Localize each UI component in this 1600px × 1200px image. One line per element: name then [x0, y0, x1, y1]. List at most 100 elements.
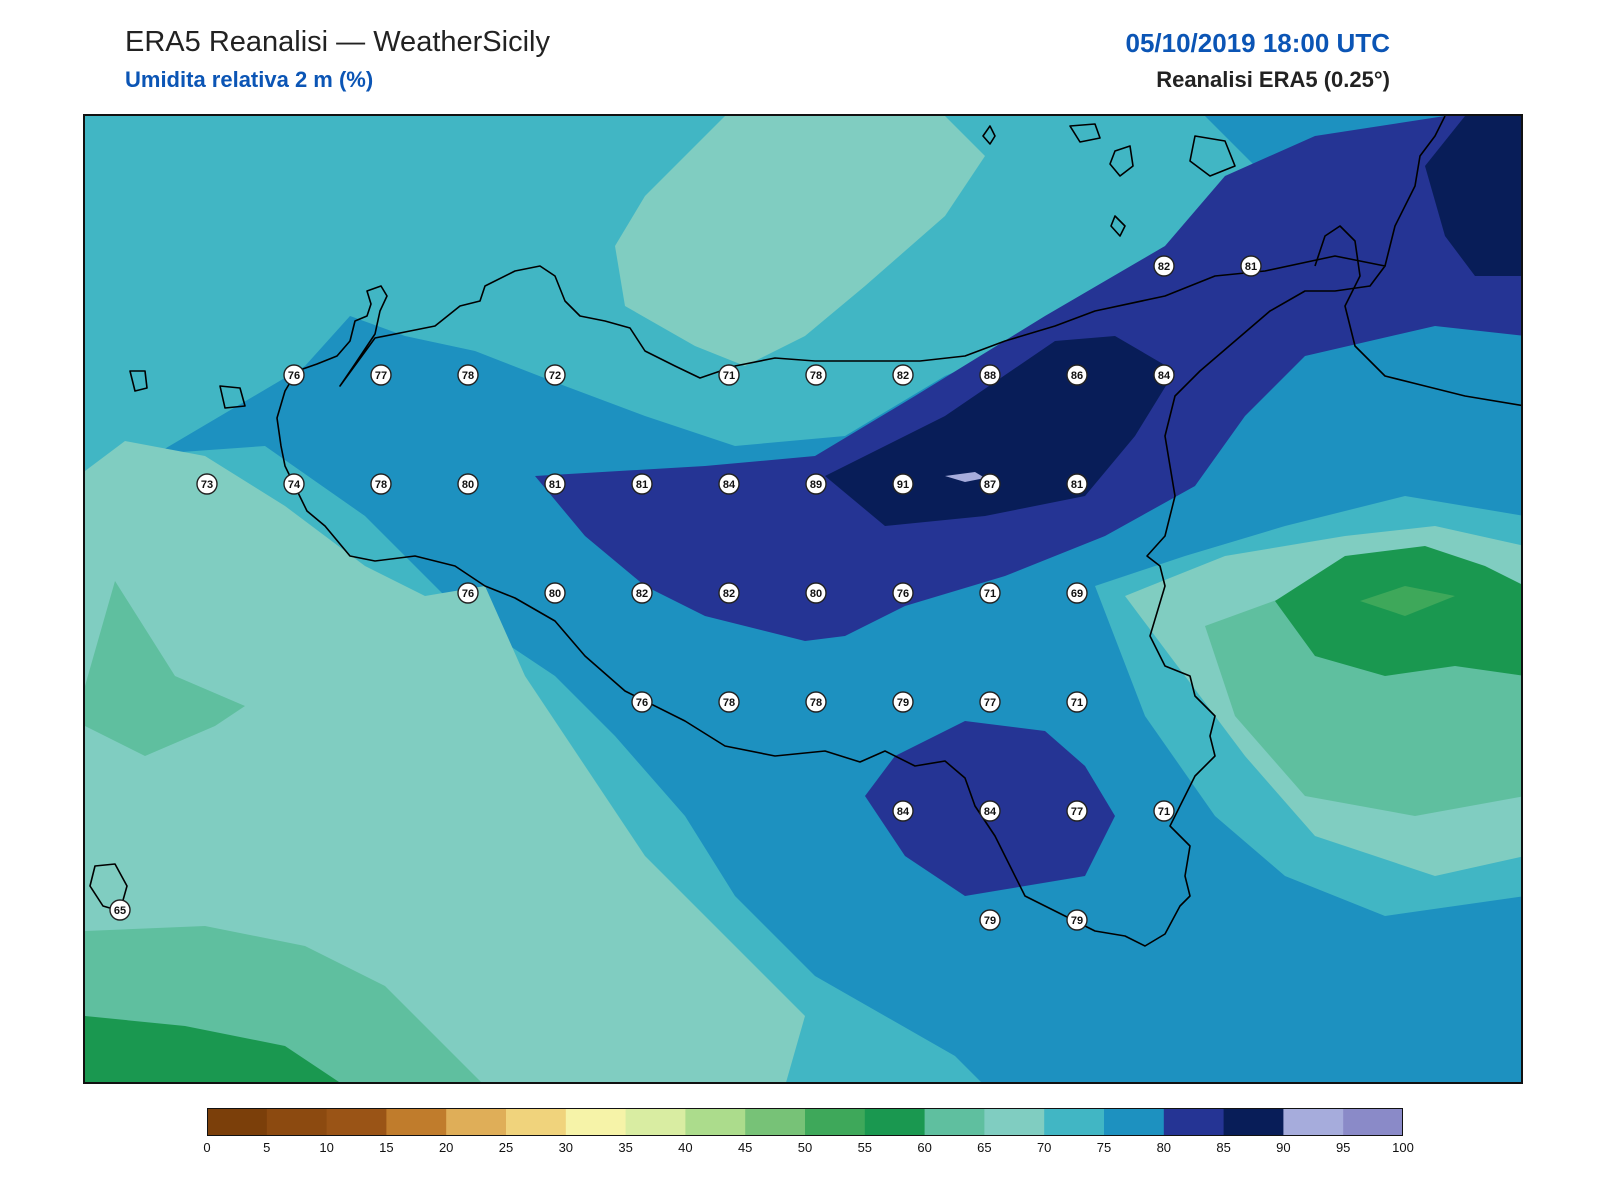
colorbar-tick: 0: [203, 1140, 211, 1155]
colorbar-segment: [984, 1108, 1045, 1136]
colorbar-tick-labels: 0 5 10 15 20 25 30 35 40 45 50 55 60 65 70 75 80 85 90 95 10…: [0, 1140, 1600, 1160]
station-value: 74: [288, 479, 301, 491]
colorbar-segment: [1223, 1108, 1284, 1136]
station-value: 78: [375, 479, 387, 491]
colorbar-segment: [446, 1108, 507, 1136]
colorbar-tick: 30: [558, 1140, 574, 1155]
station-marker: 89: [805, 473, 827, 495]
station-value: 73: [201, 479, 213, 491]
station-value: 89: [810, 479, 822, 491]
station-marker: 80: [544, 582, 566, 604]
variable-subtitle: Umidita relativa 2 m (%): [125, 67, 374, 92]
colorbar-segment: [266, 1108, 328, 1136]
station-value: 77: [1071, 806, 1083, 818]
station-value: 71: [984, 588, 996, 600]
colorbar-tick: 45: [737, 1140, 753, 1155]
station-value: 82: [1158, 261, 1170, 273]
station-value: 80: [549, 588, 561, 600]
field-55-60: [85, 1016, 339, 1082]
station-value: 80: [462, 479, 474, 491]
station-value: 82: [636, 588, 648, 600]
station-marker: 71: [1153, 800, 1175, 822]
map-title: ERA5 Reanalisi — WeatherSicily: [125, 26, 550, 58]
station-value: 79: [897, 697, 909, 709]
station-marker: 91: [892, 473, 914, 495]
station-value: 82: [897, 370, 909, 382]
station-marker: 80: [805, 582, 827, 604]
station-marker: 76: [631, 691, 653, 713]
humidity-map: 76 77 78 72 71 78 82 88 86 84 82 81 73 74 78 80 81 81 84 89…: [85, 116, 1521, 1082]
colorbar-tick: 60: [917, 1140, 932, 1155]
station-marker: 73: [196, 473, 218, 495]
colorbar-segment: [685, 1108, 746, 1136]
station-value: 81: [636, 479, 648, 491]
station-value: 91: [897, 479, 909, 491]
colorbar-tick: 5: [263, 1140, 271, 1155]
colorbar-segment: [805, 1108, 866, 1136]
colorbar-tick: 70: [1036, 1140, 1052, 1155]
station-marker: 82: [631, 582, 653, 604]
station-marker: 77: [979, 691, 1001, 713]
station-value: 76: [462, 588, 474, 600]
colorbar-segment: [924, 1108, 985, 1136]
station-marker: 79: [979, 909, 1001, 931]
field-65-70: [615, 116, 985, 366]
station-value: 76: [288, 370, 300, 382]
colorbar-segment: [506, 1108, 567, 1136]
colorbar-segment: [1343, 1108, 1403, 1136]
station-marker: 76: [457, 582, 479, 604]
station-marker: 81: [1240, 255, 1262, 277]
valid-datetime: 05/10/2019 18:00 UTC: [1125, 28, 1390, 58]
station-marker: 84: [979, 800, 1001, 822]
colorbar-segment: [565, 1108, 627, 1136]
colorbar-tick: 10: [319, 1140, 334, 1155]
colorbar-segment: [745, 1108, 806, 1136]
colorbar-tick: 15: [379, 1140, 394, 1155]
station-marker: 76: [892, 582, 914, 604]
station-marker: 79: [1066, 909, 1088, 931]
colorbar-tick: 85: [1216, 1140, 1231, 1155]
station-value: 78: [810, 697, 822, 709]
station-marker: 78: [805, 691, 827, 713]
colorbar-segment: [1044, 1108, 1105, 1136]
station-value: 86: [1071, 370, 1083, 382]
station-marker: 82: [718, 582, 740, 604]
field-90-95: [945, 472, 985, 482]
station-value: 71: [723, 370, 735, 382]
station-marker: 72: [544, 364, 566, 386]
station-marker: 80: [457, 473, 479, 495]
station-value: 79: [984, 915, 996, 927]
station-marker: 71: [979, 582, 1001, 604]
colorbar-tick: 40: [678, 1140, 693, 1155]
station-marker: 81: [1066, 473, 1088, 495]
station-marker: 81: [544, 473, 566, 495]
station-marker: 77: [370, 364, 392, 386]
station-value: 84: [984, 806, 997, 818]
station-marker: 69: [1066, 582, 1088, 604]
station-marker: 82: [892, 364, 914, 386]
station-marker: 74: [283, 473, 305, 495]
station-value: 79: [1071, 915, 1083, 927]
colorbar-segment: [1104, 1108, 1165, 1136]
colorbar-segment: [386, 1108, 447, 1136]
field-60-65: [85, 581, 245, 756]
station-value: 78: [462, 370, 474, 382]
colorbar-segment: [625, 1108, 686, 1136]
station-value: 88: [984, 370, 996, 382]
coastline: [89, 116, 1521, 947]
station-value: 87: [984, 479, 996, 491]
colorbar-tick: 25: [498, 1140, 514, 1155]
station-value: 76: [636, 697, 648, 709]
field-50-55: [1360, 586, 1455, 616]
station-value: 69: [1071, 588, 1083, 600]
station-marker: 78: [718, 691, 740, 713]
colorbar-segment: [864, 1108, 926, 1136]
station-value: 77: [375, 370, 387, 382]
station-value: 76: [897, 588, 909, 600]
map-panel: 76 77 78 72 71 78 82 88 86 84 82 81 73 74 78 80 81 81 84 89…: [83, 114, 1523, 1084]
station-marker: 65: [109, 899, 131, 921]
station-marker: 84: [1153, 364, 1175, 386]
colorbar-tick: 100: [1392, 1140, 1414, 1155]
station-marker: 78: [370, 473, 392, 495]
station-value: 81: [1245, 261, 1257, 273]
